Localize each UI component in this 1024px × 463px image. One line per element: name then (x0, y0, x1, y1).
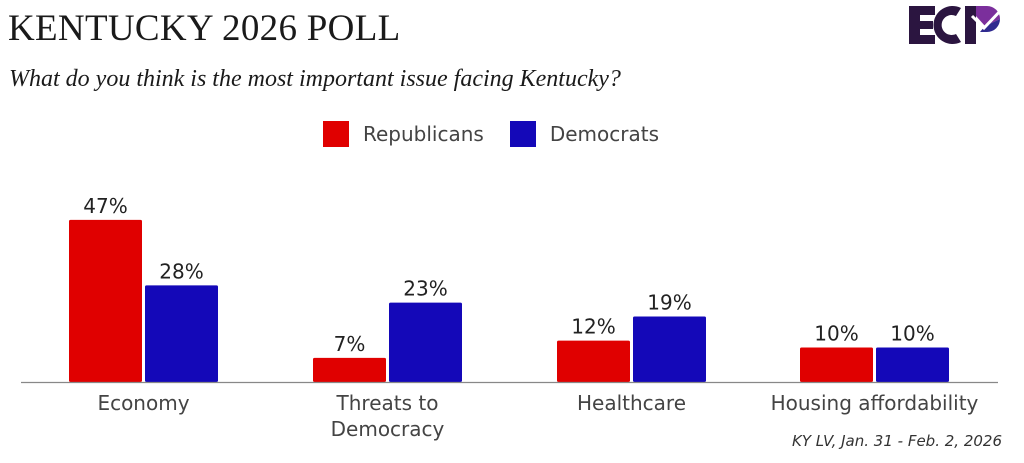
chart-subtitle: What do you think is the most important … (9, 66, 621, 92)
logo-checkmark (970, 6, 1005, 31)
legend-label-democrats: Democrats (549, 122, 660, 146)
bar-republicans (69, 219, 142, 382)
bar-democrats (633, 316, 706, 382)
data-label-democrats: 10% (890, 322, 934, 346)
legend-swatch-republicans (323, 121, 349, 147)
logo-letter-c (933, 6, 961, 44)
logo-letter-e (909, 6, 935, 44)
category-label: Economy (97, 391, 189, 415)
data-label-democrats: 19% (647, 290, 691, 314)
data-label-republicans: 10% (814, 322, 858, 346)
data-label-republicans: 47% (83, 194, 127, 218)
data-label-republicans: 12% (571, 315, 615, 339)
data-label-democrats: 28% (159, 259, 203, 283)
bar-democrats (145, 285, 218, 382)
legend-label-republicans: Republicans (363, 122, 484, 146)
logo-letter-p-stem (965, 6, 976, 44)
bar-republicans (557, 340, 630, 382)
category-label: Housing affordability (771, 391, 979, 415)
bar-republicans (800, 347, 873, 382)
category-label: Democracy (331, 417, 445, 441)
bar-republicans (313, 357, 386, 382)
ecp-logo-icon (909, 6, 1005, 44)
category-label: Healthcare (577, 391, 686, 415)
bar-democrats (876, 347, 949, 382)
data-label-republicans: 7% (334, 332, 366, 356)
category-label: Threats to (336, 391, 439, 415)
legend-item-democrats: Democrats (509, 121, 660, 147)
legend-item-republicans: Republicans (323, 121, 484, 147)
data-label-democrats: 23% (403, 277, 447, 301)
legend: Republicans Democrats (323, 121, 685, 147)
bar-democrats (389, 302, 462, 382)
chart-title: KENTUCKY 2026 POLL (8, 8, 401, 49)
source-note: KY LV, Jan. 31 - Feb. 2, 2026 (792, 432, 1002, 450)
logo-letter-p-bowl (976, 6, 1000, 26)
legend-swatch-democrats (509, 121, 536, 147)
